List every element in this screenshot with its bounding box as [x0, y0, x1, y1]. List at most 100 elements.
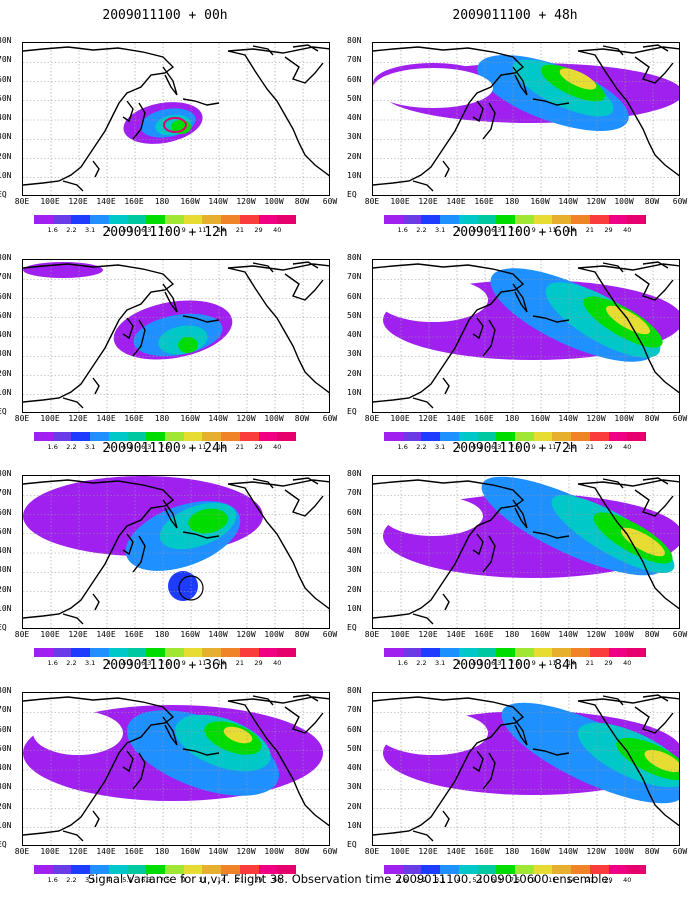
coastline [252, 44, 319, 56]
lon-tick-label: 140W [558, 847, 578, 856]
colorbar-label: 9 [181, 659, 186, 667]
coastline [227, 483, 329, 610]
colorbar-swatch [627, 215, 647, 224]
colorbar-label: 6.3 [491, 876, 502, 884]
colorbar-label: 14 [567, 876, 576, 884]
lon-tick-label: 160E [124, 630, 144, 639]
colorbar-swatch [277, 865, 297, 874]
lon-tick-label: 120W [236, 847, 256, 856]
lon-tick-label: 120E [68, 630, 88, 639]
lon-tick-label: 180 [504, 847, 520, 856]
lon-tick-label: 140W [558, 414, 578, 423]
coastline [252, 261, 319, 273]
colorbar-label: 4 [106, 876, 111, 884]
lon-tick-label: 80W [294, 414, 310, 423]
colorbar-label: 40 [623, 443, 632, 451]
colorbar-label: 5.1 [472, 443, 483, 451]
lon-tick-label: 60W [672, 414, 688, 423]
lat-tick-label: 50N [347, 526, 362, 536]
colorbar-label: 5.1 [472, 659, 483, 667]
map-field [23, 476, 329, 628]
coastline [412, 613, 434, 625]
lon-tick-label: 80W [644, 414, 660, 423]
map-84h [372, 692, 680, 846]
coastline [162, 499, 178, 529]
lon-tick-label: 100W [264, 630, 284, 639]
colorbar-label: 4 [106, 226, 111, 234]
lon-tick-label: 120W [586, 197, 606, 206]
colorbar-label: 4 [456, 226, 461, 234]
lat-tick-label: 30N [0, 565, 12, 575]
colorbar-label: 6.3 [141, 226, 152, 234]
colorbar-swatch [496, 865, 516, 874]
lat-tick-label: EQ [0, 840, 7, 849]
lat-tick-label: EQ [347, 407, 357, 416]
lat-tick-label: 30N [0, 349, 12, 359]
colorbar-label: 2.2 [66, 443, 77, 451]
colorbar-label: 5.1 [472, 876, 483, 884]
lon-tick-label: 180 [154, 414, 170, 423]
coastline [284, 706, 324, 734]
colorbar-swatch [90, 432, 109, 441]
colorbar-label: 40 [623, 659, 632, 667]
colorbar-swatch [221, 215, 240, 224]
lon-tick-label: 140E [96, 414, 116, 423]
colorbar-label: 29 [254, 226, 263, 234]
colorbar-swatch [440, 215, 459, 224]
colorbar-swatch [221, 432, 240, 441]
colorbar-swatch [571, 865, 590, 874]
variance-region [168, 571, 198, 601]
lon-tick-label: 140W [558, 630, 578, 639]
lat-tick-label: 50N [0, 310, 12, 320]
colorbar [384, 865, 647, 874]
observation-marker [178, 575, 204, 601]
colorbar-swatch [533, 648, 553, 657]
coastline [472, 100, 484, 123]
colorbar-label: 21 [585, 226, 594, 234]
colorbar-label: 6.3 [491, 226, 502, 234]
coastline [227, 696, 329, 704]
lat-tick-label: 10N [0, 387, 12, 397]
colorbar-label: 7.5 [159, 659, 171, 667]
colorbar-label: 3.1 [84, 659, 96, 667]
colorbar-swatch [627, 865, 647, 874]
colorbar-label: 4 [456, 876, 461, 884]
colorbar-label: 1.6 [47, 443, 58, 451]
colorbar-label: 14 [217, 226, 226, 234]
lon-tick-label: 120E [418, 847, 438, 856]
coastline [122, 750, 134, 773]
colorbar-label: 40 [273, 226, 282, 234]
coastline [252, 694, 319, 706]
colorbar-swatch [533, 215, 553, 224]
lat-tick-label: 70N [0, 272, 12, 282]
colorbar-label: 40 [273, 443, 282, 451]
lat-tick-label: 20N [347, 584, 362, 594]
variance-region [188, 508, 228, 534]
colorbar-swatch [477, 215, 497, 224]
coastline [602, 44, 669, 56]
colorbar-swatch [71, 432, 91, 441]
colorbar-label: 9 [531, 659, 536, 667]
lat-tick-label: 40N [0, 546, 12, 555]
lon-tick-label: 100E [390, 414, 410, 423]
lat-tick-label: 10N [0, 820, 12, 830]
panel-72h: 2009011100 + 72h 80N 70N 60N 50N 40N 30N 20N 10… [347, 441, 687, 667]
colorbar-swatch [477, 432, 497, 441]
lat-tick-label: EQ [347, 623, 357, 632]
colorbar-label: 14 [217, 659, 226, 667]
colorbar [34, 648, 297, 657]
lon-tick-label: 160E [124, 414, 144, 423]
colorbar-swatch [515, 215, 534, 224]
colorbar-label: 29 [604, 876, 613, 884]
colorbar-label: 11 [548, 876, 557, 884]
colorbar-swatch [440, 865, 459, 874]
lon-tick-label: 120W [586, 847, 606, 856]
colorbar-swatch [239, 215, 259, 224]
colorbar-label: 11 [548, 226, 557, 234]
panel-title: 2009011100 + 00h [102, 8, 228, 23]
colorbar-swatch [127, 432, 147, 441]
lat-tick-label: 80N [0, 253, 12, 262]
lon-tick-label: 60W [322, 197, 338, 206]
lat-tick-label: 40N [0, 763, 12, 772]
colorbar-label: 6.3 [141, 876, 152, 884]
